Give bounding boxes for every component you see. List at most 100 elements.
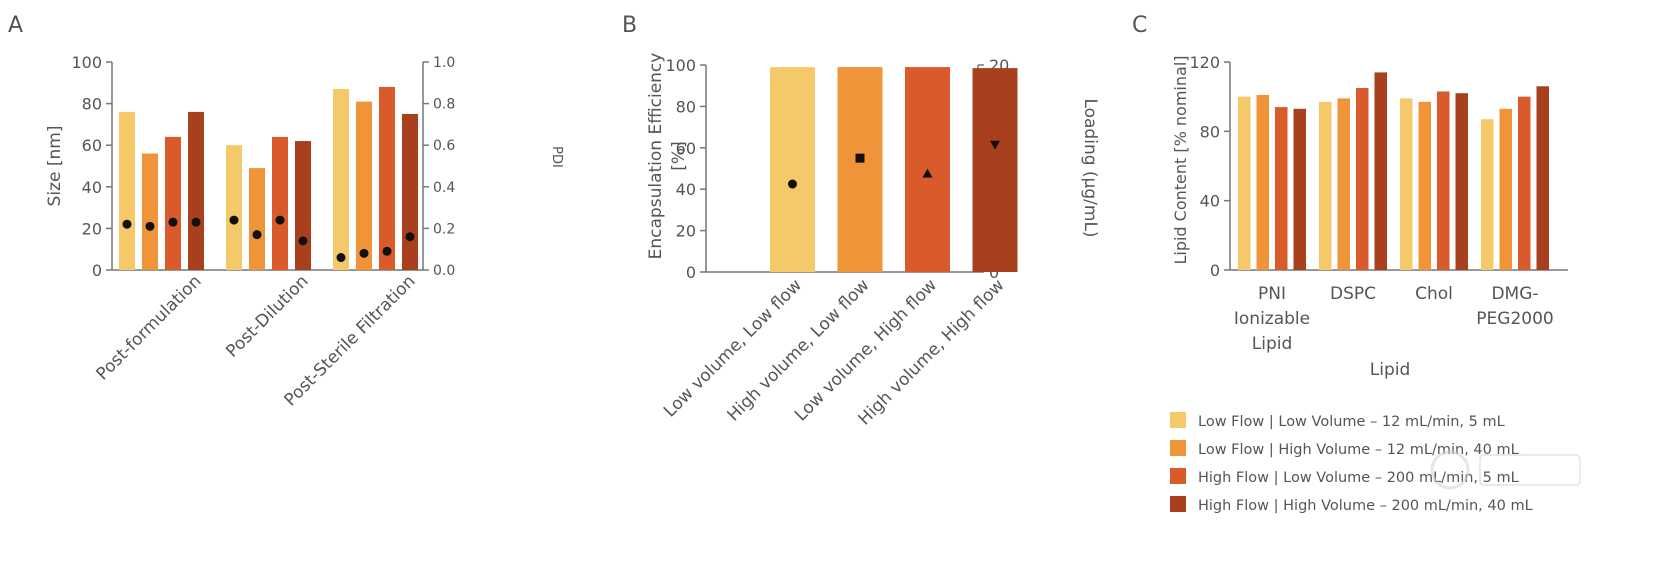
bar <box>1536 86 1549 271</box>
bar <box>356 101 372 271</box>
y-tick-label: 60 <box>82 136 102 155</box>
y-tick-label: 80 <box>1200 122 1220 141</box>
bar <box>249 168 265 270</box>
y-tick-label: 120 <box>1189 53 1220 72</box>
watermark <box>1430 450 1581 490</box>
y-tick-label: 80 <box>82 95 102 114</box>
bar <box>119 111 135 270</box>
bar <box>1293 108 1306 270</box>
y-tick-label: 20 <box>82 219 102 238</box>
y-axis-label: Size [nm] <box>45 126 65 207</box>
pdi-point <box>359 248 369 258</box>
y-tick-label: 40 <box>82 178 102 197</box>
legend-label: High Flow | Low Volume – 200 mL/min, 5 m… <box>1198 470 1519 486</box>
x-tick-label: DSPC <box>1330 284 1376 304</box>
legend-label: High Flow | High Volume – 200 mL/min, 40… <box>1198 498 1533 514</box>
legend-label: Low Flow | Low Volume – 12 mL/min, 5 mL <box>1198 414 1505 430</box>
y2-axis-label: PDI <box>549 146 564 168</box>
bar <box>1400 98 1413 271</box>
bar <box>770 67 815 272</box>
y-tick-label: 80 <box>676 97 696 116</box>
y2-tick-label: 0.8 <box>433 97 455 113</box>
pdi-point <box>252 230 262 240</box>
bar <box>402 114 418 270</box>
x-tick-label: Chol <box>1415 284 1453 304</box>
pdi-point <box>336 253 346 263</box>
x-tick-label: PNI Ionizable Lipid <box>1234 284 1310 354</box>
loading-point <box>922 168 933 178</box>
y-axis-label: Lipid Content [% nominal] <box>1171 55 1190 264</box>
bar <box>165 136 181 270</box>
x-tick-label-line: PEG2000 <box>1476 309 1553 329</box>
x-tick-label-line: Chol <box>1415 284 1453 304</box>
x-tick-label: DMG- PEG2000 <box>1476 284 1553 329</box>
bar <box>837 67 883 272</box>
pdi-point <box>382 246 392 256</box>
bar <box>1238 96 1251 271</box>
pdi-point <box>298 236 308 246</box>
y2-tick-label: 0.4 <box>433 180 455 196</box>
pdi-point <box>191 217 201 227</box>
bar <box>1455 93 1468 270</box>
legend: Low Flow | Low Volume – 12 mL/min, 5 mL L… <box>1170 412 1533 514</box>
legend-swatch <box>1170 440 1186 456</box>
y2-tick-label: 0 <box>989 263 999 282</box>
y-tick-label: 0 <box>1210 261 1220 280</box>
pdi-point <box>145 221 155 231</box>
bar <box>1418 101 1431 270</box>
y-tick-label: 100 <box>665 56 696 75</box>
x-tick-label: Low volume, Low flow <box>660 275 806 421</box>
y-tick-label: 0 <box>92 261 102 280</box>
bar <box>972 68 1018 272</box>
bar <box>1374 72 1387 271</box>
x-axis-label: Lipid <box>1370 360 1411 380</box>
pdi-point <box>405 232 415 242</box>
panel-a: 0 20 40 60 80 100 0.0 0.2 0.4 0.6 0.8 1.0 Size [nm] P… <box>45 53 564 410</box>
bar <box>226 145 242 270</box>
bar <box>142 153 158 270</box>
legend-swatch <box>1170 496 1186 512</box>
x-tick-label-line: DSPC <box>1330 284 1376 304</box>
x-tick-label-line: PNI <box>1258 284 1286 304</box>
legend-label: Low Flow | High Volume – 12 mL/min, 40 m… <box>1198 442 1519 458</box>
pdi-point <box>275 215 285 225</box>
y-tick-label: 40 <box>676 180 696 199</box>
y2-axis-label: Loading (µg/mL) <box>1080 98 1100 237</box>
y-axis-label-line2: [%] <box>669 141 689 170</box>
panel-label-b: B <box>622 13 637 38</box>
bar <box>272 136 288 270</box>
y2-tick-label: 0.6 <box>433 138 455 154</box>
x-tick-label-line: Ionizable <box>1234 309 1310 329</box>
bar <box>333 89 349 270</box>
bar <box>295 141 311 270</box>
legend-swatch <box>1170 412 1186 428</box>
loading-point <box>788 179 797 189</box>
bar <box>1356 88 1369 270</box>
y2-tick-label: 1.0 <box>433 55 455 71</box>
x-tick-label: Post-formulation <box>93 271 206 384</box>
y-tick-label: 40 <box>1200 192 1220 211</box>
x-tick-label-line: DMG- <box>1491 284 1538 304</box>
y-tick-label: 0 <box>686 263 696 282</box>
legend-swatch <box>1170 468 1186 484</box>
x-tick-label-line: Lipid <box>1252 334 1293 354</box>
pdi-point <box>229 215 239 225</box>
y-tick-label: 100 <box>71 53 102 72</box>
y2-tick-label: 0.0 <box>433 263 455 279</box>
loading-point <box>990 140 1000 150</box>
panel-label-c: C <box>1132 13 1147 38</box>
panel-b: 02040608010005101520Encapsulation Effici… <box>646 53 1100 430</box>
bar <box>1275 107 1288 270</box>
y-axis-label-line1: Encapsulation Efficiency <box>646 53 666 260</box>
y2-tick-label: 0.2 <box>433 221 455 237</box>
pdi-point <box>122 219 132 229</box>
bar <box>1518 96 1531 271</box>
bar <box>1499 108 1512 270</box>
bar <box>1481 119 1494 270</box>
bar <box>1437 91 1450 270</box>
bar <box>1256 94 1269 270</box>
y-tick-label: 60 <box>676 139 696 158</box>
bar <box>188 111 204 270</box>
pdi-point <box>168 217 178 227</box>
